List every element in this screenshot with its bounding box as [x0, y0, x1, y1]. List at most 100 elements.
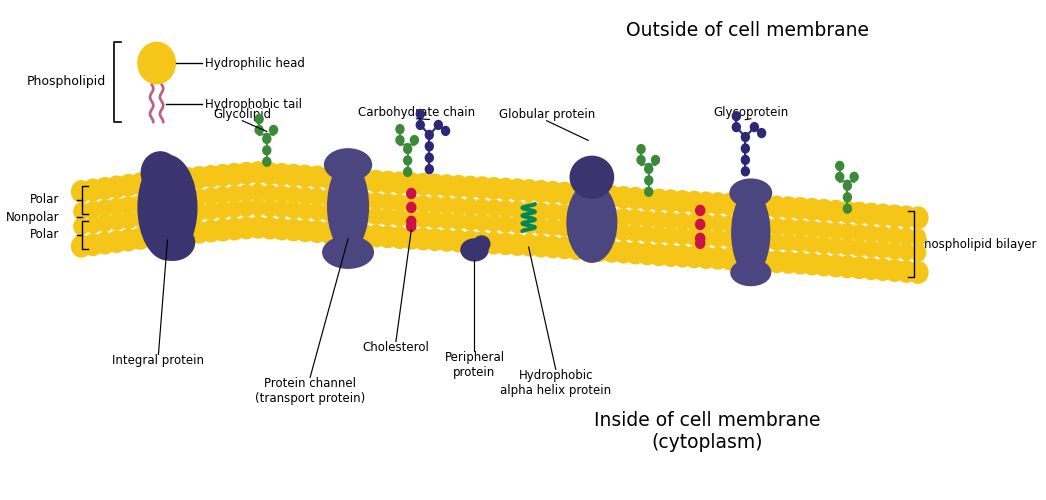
Circle shape: [710, 214, 726, 232]
Circle shape: [722, 215, 737, 233]
Circle shape: [651, 226, 667, 244]
Circle shape: [660, 190, 681, 212]
Circle shape: [96, 214, 113, 232]
Circle shape: [395, 135, 405, 145]
Circle shape: [254, 125, 264, 135]
Circle shape: [686, 228, 703, 246]
Circle shape: [843, 204, 852, 214]
Circle shape: [156, 192, 172, 210]
Circle shape: [757, 232, 773, 250]
Circle shape: [636, 155, 645, 165]
Circle shape: [212, 218, 233, 242]
Circle shape: [754, 195, 775, 218]
Circle shape: [403, 144, 412, 154]
Circle shape: [519, 179, 540, 202]
Circle shape: [85, 216, 101, 234]
Circle shape: [874, 241, 891, 258]
Circle shape: [141, 226, 162, 248]
Circle shape: [413, 173, 433, 196]
Circle shape: [203, 188, 219, 205]
Circle shape: [354, 224, 374, 246]
Circle shape: [472, 176, 493, 199]
Circle shape: [804, 235, 820, 253]
Circle shape: [107, 230, 127, 253]
Circle shape: [318, 221, 339, 244]
Circle shape: [438, 196, 455, 214]
Circle shape: [649, 188, 669, 212]
Circle shape: [191, 204, 207, 221]
Circle shape: [132, 194, 149, 212]
Ellipse shape: [461, 239, 488, 261]
Circle shape: [321, 204, 337, 222]
Circle shape: [263, 145, 272, 156]
Circle shape: [154, 224, 175, 247]
Circle shape: [741, 166, 750, 176]
Circle shape: [460, 230, 481, 253]
Circle shape: [321, 188, 337, 206]
Circle shape: [750, 122, 759, 132]
Circle shape: [132, 210, 149, 228]
Text: Protein channel
(transport protein): Protein channel (transport protein): [255, 378, 365, 406]
Circle shape: [568, 205, 585, 223]
Circle shape: [839, 223, 856, 241]
Circle shape: [644, 175, 654, 186]
Text: Cholesterol: Cholesterol: [363, 342, 429, 354]
Circle shape: [179, 204, 196, 222]
Circle shape: [448, 230, 469, 252]
Circle shape: [673, 190, 692, 213]
Ellipse shape: [730, 179, 772, 207]
Circle shape: [271, 163, 292, 186]
Circle shape: [780, 218, 797, 236]
Circle shape: [73, 218, 89, 236]
Circle shape: [333, 190, 348, 208]
Circle shape: [436, 229, 457, 252]
Circle shape: [837, 256, 858, 278]
Text: Carbohydrate chain: Carbohydrate chain: [358, 106, 475, 118]
Circle shape: [156, 206, 172, 224]
Circle shape: [644, 186, 654, 197]
Text: Hydrophobic tail: Hydrophobic tail: [205, 98, 302, 111]
Circle shape: [83, 178, 104, 202]
Circle shape: [684, 246, 705, 268]
Circle shape: [415, 109, 425, 119]
Circle shape: [380, 208, 395, 226]
Circle shape: [604, 208, 620, 226]
Circle shape: [460, 176, 481, 199]
Circle shape: [707, 247, 728, 270]
Circle shape: [295, 164, 316, 188]
Circle shape: [344, 190, 361, 208]
Circle shape: [624, 242, 645, 264]
Circle shape: [378, 170, 399, 194]
Circle shape: [745, 232, 761, 250]
Circle shape: [248, 216, 269, 238]
Circle shape: [686, 213, 703, 231]
Circle shape: [354, 169, 374, 192]
Text: Integral protein: Integral protein: [112, 354, 204, 368]
Circle shape: [675, 212, 690, 230]
Circle shape: [425, 228, 446, 251]
Circle shape: [741, 154, 750, 165]
Circle shape: [637, 242, 658, 266]
Circle shape: [331, 167, 351, 190]
Circle shape: [434, 120, 444, 130]
Circle shape: [675, 228, 690, 245]
Circle shape: [581, 206, 596, 224]
Circle shape: [391, 208, 408, 226]
Circle shape: [628, 224, 643, 242]
Circle shape: [731, 194, 752, 216]
Circle shape: [615, 208, 632, 226]
Circle shape: [843, 192, 852, 202]
Circle shape: [695, 232, 705, 244]
Circle shape: [792, 220, 809, 238]
Circle shape: [263, 156, 272, 167]
Circle shape: [910, 244, 927, 262]
Circle shape: [262, 200, 278, 217]
Circle shape: [224, 163, 245, 186]
Circle shape: [863, 225, 880, 243]
Circle shape: [415, 120, 425, 130]
Ellipse shape: [570, 156, 614, 198]
Circle shape: [483, 177, 504, 200]
Circle shape: [389, 172, 410, 194]
Circle shape: [874, 226, 891, 244]
Circle shape: [745, 216, 761, 234]
